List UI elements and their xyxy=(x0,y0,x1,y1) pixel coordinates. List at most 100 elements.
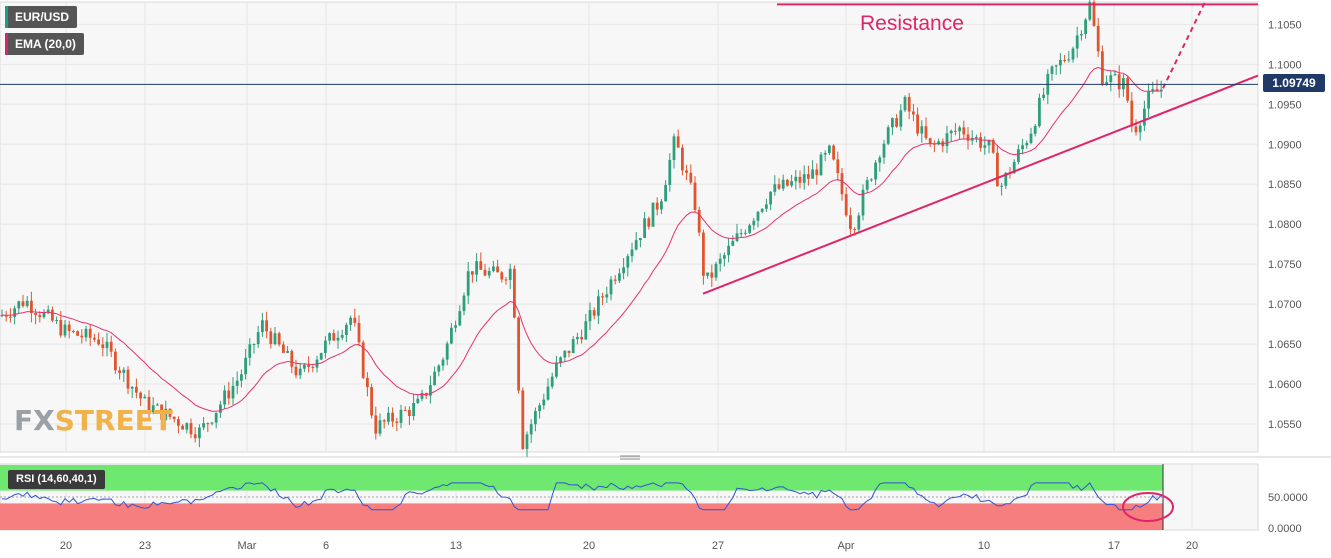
candle-body xyxy=(59,319,63,336)
candle-body xyxy=(1038,97,1041,127)
candle-body xyxy=(328,333,331,341)
candle-body xyxy=(458,311,462,326)
candle-body xyxy=(1063,59,1066,61)
candle-body xyxy=(886,127,890,144)
x-tick-label: 23 xyxy=(139,540,151,552)
candle-body xyxy=(1059,59,1062,66)
candle-body xyxy=(1042,94,1045,98)
ascending-trendline xyxy=(702,74,1259,295)
candle-body xyxy=(475,261,478,275)
candle-body xyxy=(345,324,348,335)
candle-body xyxy=(219,404,222,413)
candle-body xyxy=(1004,172,1008,186)
candle-body xyxy=(130,386,134,389)
candle-body xyxy=(1012,161,1016,174)
instrument-badge[interactable]: EUR/USD xyxy=(5,6,78,28)
ema-badge[interactable]: EMA (20,0) xyxy=(5,33,84,55)
candle-body xyxy=(790,181,793,186)
candle-body xyxy=(286,351,289,353)
candle-body xyxy=(508,268,512,280)
x-tick-label: 20 xyxy=(1186,540,1198,552)
candle-body xyxy=(748,225,751,233)
candle-body xyxy=(819,154,823,176)
candle-body xyxy=(282,344,285,353)
candle-body xyxy=(769,191,772,205)
candle-body xyxy=(756,211,760,221)
candle-body xyxy=(336,337,340,341)
candle-body xyxy=(1017,149,1020,162)
y-tick-label: 1.0800 xyxy=(1268,219,1302,231)
candle-body xyxy=(290,351,294,367)
candle-body xyxy=(311,366,315,368)
candle-body xyxy=(513,268,516,318)
candle-body xyxy=(1029,133,1033,143)
candle-body xyxy=(151,405,155,413)
candle-body xyxy=(429,385,432,396)
candle-body xyxy=(567,350,571,353)
candle-body xyxy=(454,325,457,328)
candle-body xyxy=(727,245,730,256)
candle-body xyxy=(584,321,588,340)
candle-body xyxy=(214,412,218,423)
candle-body xyxy=(1147,91,1150,109)
candle-body xyxy=(605,294,609,298)
candle-body xyxy=(916,114,919,134)
candle-body xyxy=(76,331,79,336)
projection-dashed-line xyxy=(1162,1,1206,89)
candle-body xyxy=(899,110,903,127)
candle-body xyxy=(277,333,281,345)
candle-body xyxy=(857,215,861,230)
candle-body xyxy=(697,209,701,233)
candle-body xyxy=(651,202,655,227)
candle-body xyxy=(525,434,529,450)
candle-body xyxy=(1159,89,1163,92)
candle-body xyxy=(945,133,949,147)
candle-body xyxy=(1126,78,1129,101)
candle-body xyxy=(546,386,550,400)
candle-body xyxy=(1021,145,1024,150)
candle-body xyxy=(450,327,453,344)
instrument-label: EUR/USD xyxy=(15,10,70,24)
y-tick-label: 1.0700 xyxy=(1268,299,1302,311)
candle-body xyxy=(882,143,886,158)
candle-body xyxy=(143,396,147,399)
candle-body xyxy=(580,337,583,340)
candle-body xyxy=(735,233,739,241)
candle-body xyxy=(198,427,201,439)
candle-body xyxy=(168,408,172,417)
candle-body xyxy=(626,256,630,268)
candle-body xyxy=(1109,75,1113,83)
rsi-overbought-zone xyxy=(0,465,1163,491)
candle-body xyxy=(466,271,470,296)
rsi-badge[interactable]: RSI (14,60,40,1) xyxy=(8,470,105,489)
candle-body xyxy=(975,137,978,139)
candle-body xyxy=(269,331,273,345)
candle-body xyxy=(147,396,151,413)
candle-body xyxy=(487,270,491,276)
candle-body xyxy=(1130,100,1134,127)
candle-body xyxy=(718,258,722,264)
candle-body xyxy=(781,179,785,189)
candle-body xyxy=(802,174,806,183)
candle-body xyxy=(588,310,592,322)
current-price-tag: 1.09749 xyxy=(1263,74,1325,92)
candle-body xyxy=(294,366,298,376)
candle-body xyxy=(928,138,932,144)
y-tick-label: 1.0550 xyxy=(1268,419,1302,431)
candle-body xyxy=(744,232,747,234)
candle-body xyxy=(30,300,33,314)
rsi-tick-label: 0.0000 xyxy=(1268,523,1302,535)
candle-body xyxy=(983,145,987,148)
candle-body xyxy=(500,272,504,280)
candle-body xyxy=(46,309,50,312)
candle-body xyxy=(807,174,810,179)
candle-body xyxy=(408,409,411,416)
candle-body xyxy=(416,398,420,403)
candle-body xyxy=(786,179,789,186)
candle-body xyxy=(765,204,768,209)
candle-body xyxy=(38,315,42,318)
candle-body xyxy=(181,425,184,430)
candle-body xyxy=(836,159,840,174)
candle-body xyxy=(135,386,138,393)
candle-body xyxy=(227,390,231,399)
